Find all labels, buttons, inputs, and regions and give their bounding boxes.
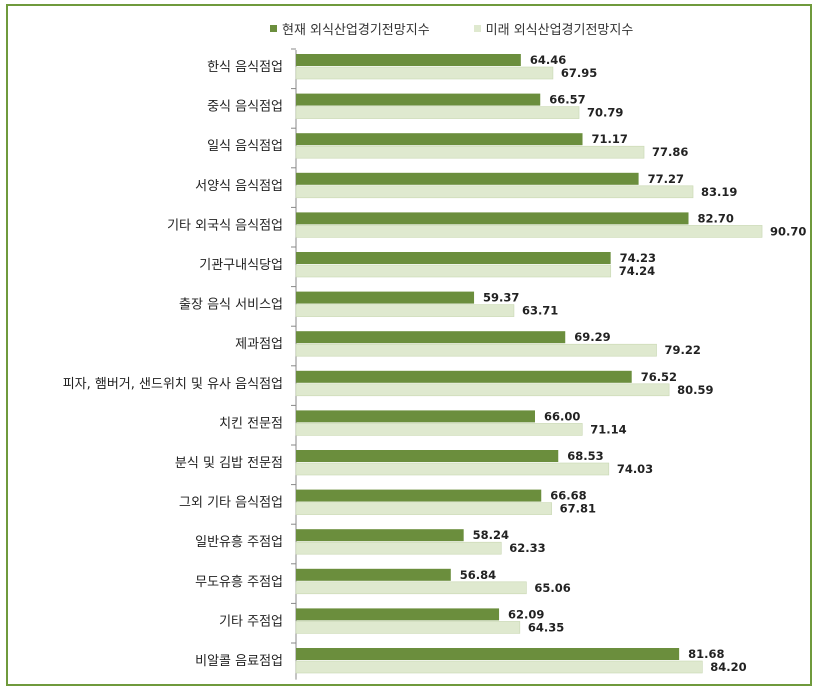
value-label-future: 67.81 [560, 502, 596, 516]
chart-legend: 현재 외식산업경기전망지수 미래 외식산업경기전망지수 [270, 19, 633, 38]
bar-current [296, 54, 521, 66]
value-label-future: 77.86 [652, 145, 688, 159]
legend-item-current: 현재 외식산업경기전망지수 [270, 19, 430, 38]
value-label-current: 66.00 [544, 409, 580, 423]
value-label-current: 82.70 [698, 211, 734, 225]
category-label: 비알콜 음료점업 [195, 654, 283, 669]
value-label-current: 66.68 [550, 489, 586, 503]
value-label-future: 65.06 [534, 581, 570, 595]
value-label-future: 80.59 [677, 383, 713, 397]
value-label-future: 67.95 [561, 66, 597, 80]
chart-frame [6, 4, 812, 686]
bar-future [295, 621, 521, 634]
bar-future [295, 660, 703, 674]
bar-future [295, 462, 610, 476]
value-label-future: 83.19 [701, 185, 737, 199]
bar-current [296, 172, 639, 185]
bar-future [295, 185, 694, 199]
category-label: 중식 음식점업 [207, 100, 283, 115]
bar-current [296, 212, 689, 225]
value-label-future: 90.70 [770, 224, 806, 238]
category-label: 한식 음식점업 [207, 60, 283, 75]
value-label-future: 63.71 [522, 304, 558, 318]
value-label-future: 74.03 [617, 462, 653, 476]
bar-current [296, 489, 542, 502]
bar-future [295, 264, 612, 278]
legend-label-current: 현재 외식산업경기전망지수 [282, 23, 430, 38]
bar-future [295, 541, 502, 555]
bar-future [295, 66, 554, 80]
value-label-current: 58.24 [473, 528, 509, 542]
bar-current [296, 568, 451, 581]
bar-current [296, 450, 559, 462]
legend-label-future: 미래 외식산업경기전망지수 [485, 23, 634, 38]
value-label-future: 71.14 [590, 422, 626, 436]
bar-future [295, 383, 670, 397]
category-label: 분식 및 김밥 전문점 [175, 456, 283, 471]
value-label-current: 76.52 [641, 370, 677, 384]
bar-current [296, 370, 632, 383]
value-label-future: 84.20 [710, 660, 746, 674]
legend-swatch-future [473, 25, 481, 32]
value-label-current: 68.53 [567, 449, 603, 463]
bar-current [296, 410, 535, 423]
value-label-current: 69.29 [574, 330, 610, 344]
value-label-current: 62.09 [508, 607, 544, 621]
legend-item-future: 미래 외식산업경기전망지수 [473, 19, 634, 38]
value-label-current: 59.37 [483, 291, 519, 305]
bar-future [295, 343, 657, 357]
value-label-current: 71.17 [592, 132, 628, 146]
value-label-current: 74.23 [620, 251, 656, 265]
bar-future [295, 106, 580, 119]
bar-current [296, 608, 500, 621]
value-label-current: 81.68 [688, 647, 724, 661]
value-label-future: 64.35 [528, 620, 564, 634]
category-label: 피자, 햄버거, 샌드위치 및 유사 음식점업 [63, 376, 283, 392]
value-label-future: 62.33 [509, 541, 545, 555]
category-label: 제과점업 [235, 337, 283, 352]
value-label-current: 66.57 [549, 93, 585, 107]
category-label: 기타 주점업 [219, 614, 283, 629]
category-label: 일식 음식점업 [207, 139, 283, 154]
bar-current [296, 529, 464, 542]
bar-current [296, 133, 583, 146]
category-label: 기관구내식당업 [199, 258, 283, 273]
bar-future [295, 502, 552, 515]
legend-swatch-current [270, 25, 277, 32]
category-label: 일반유흥 주점업 [195, 535, 283, 550]
category-label: 기타 외국식 음식점업 [167, 218, 283, 233]
bar-future [295, 304, 515, 317]
value-label-current: 77.27 [648, 172, 684, 186]
category-label: 출장 음식 서비스업 [179, 298, 283, 313]
bar-future [295, 423, 583, 436]
bar-current [296, 252, 611, 264]
bar-future [295, 145, 645, 159]
value-label-future: 74.24 [619, 264, 655, 278]
category-label: 치킨 전문점 [219, 416, 283, 431]
category-label: 무도유흥 주점업 [195, 575, 283, 590]
bar-current [296, 648, 680, 660]
value-label-future: 79.22 [665, 343, 701, 357]
value-label-future: 70.79 [587, 106, 623, 120]
value-label-current: 64.46 [530, 53, 566, 67]
category-label: 그외 기타 음식점업 [179, 496, 283, 511]
value-label-current: 56.84 [460, 568, 496, 582]
category-label: 서양식 음식점업 [195, 179, 283, 194]
bar-future [295, 225, 763, 238]
bar-current [296, 291, 475, 304]
bar-future [295, 581, 527, 595]
bar-current [296, 331, 566, 344]
bar-current [296, 93, 541, 106]
